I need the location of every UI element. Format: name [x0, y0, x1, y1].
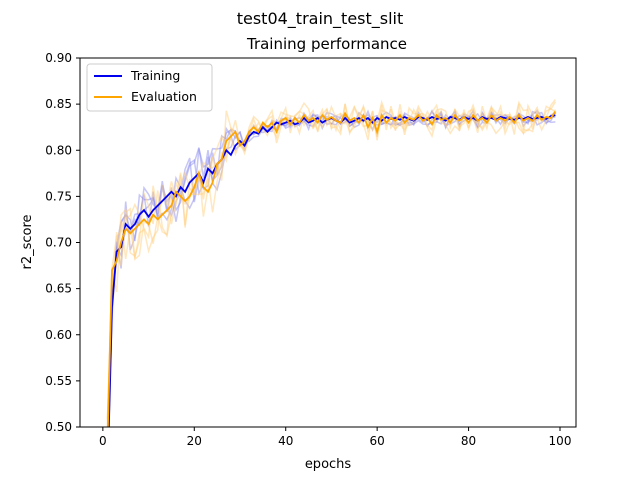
y-tick-label: 0.75 — [45, 189, 72, 203]
chart-title: Training performance — [246, 35, 407, 53]
y-tick-label: 0.80 — [45, 143, 72, 157]
series-line-evaluation — [106, 110, 557, 427]
y-tick-label: 0.85 — [45, 97, 72, 111]
x-tick-label: 40 — [278, 434, 293, 448]
y-axis: 0.50 0.55 0.60 0.65 0.70 0.75 0.80 0.85 0.90 — [45, 51, 80, 434]
legend: Training Evaluation — [86, 63, 213, 112]
y-tick-label: 0.60 — [45, 328, 72, 342]
x-tick-label: 60 — [370, 434, 385, 448]
x-tick-label: 80 — [461, 434, 476, 448]
x-tick-label: 100 — [549, 434, 572, 448]
y-tick-label: 0.70 — [45, 236, 72, 250]
x-axis: 0 20 40 60 80 100 — [99, 427, 571, 448]
x-tick-label: 20 — [187, 434, 202, 448]
y-tick-label: 0.50 — [45, 420, 72, 434]
y-tick-label: 0.55 — [45, 374, 72, 388]
x-tick-label: 0 — [99, 434, 107, 448]
faint-run-line-evaluation-4 — [106, 102, 556, 427]
chart-suptitle: test04_train_test_slit — [237, 9, 404, 29]
legend-label-evaluation: Evaluation — [131, 89, 197, 104]
y-tick-label: 0.90 — [45, 51, 72, 65]
series-lines — [106, 110, 557, 427]
y-axis-label: r2_score — [20, 214, 35, 269]
x-axis-label: epochs — [305, 457, 352, 472]
y-tick-label: 0.65 — [45, 282, 72, 296]
legend-label-training: Training — [130, 68, 180, 83]
